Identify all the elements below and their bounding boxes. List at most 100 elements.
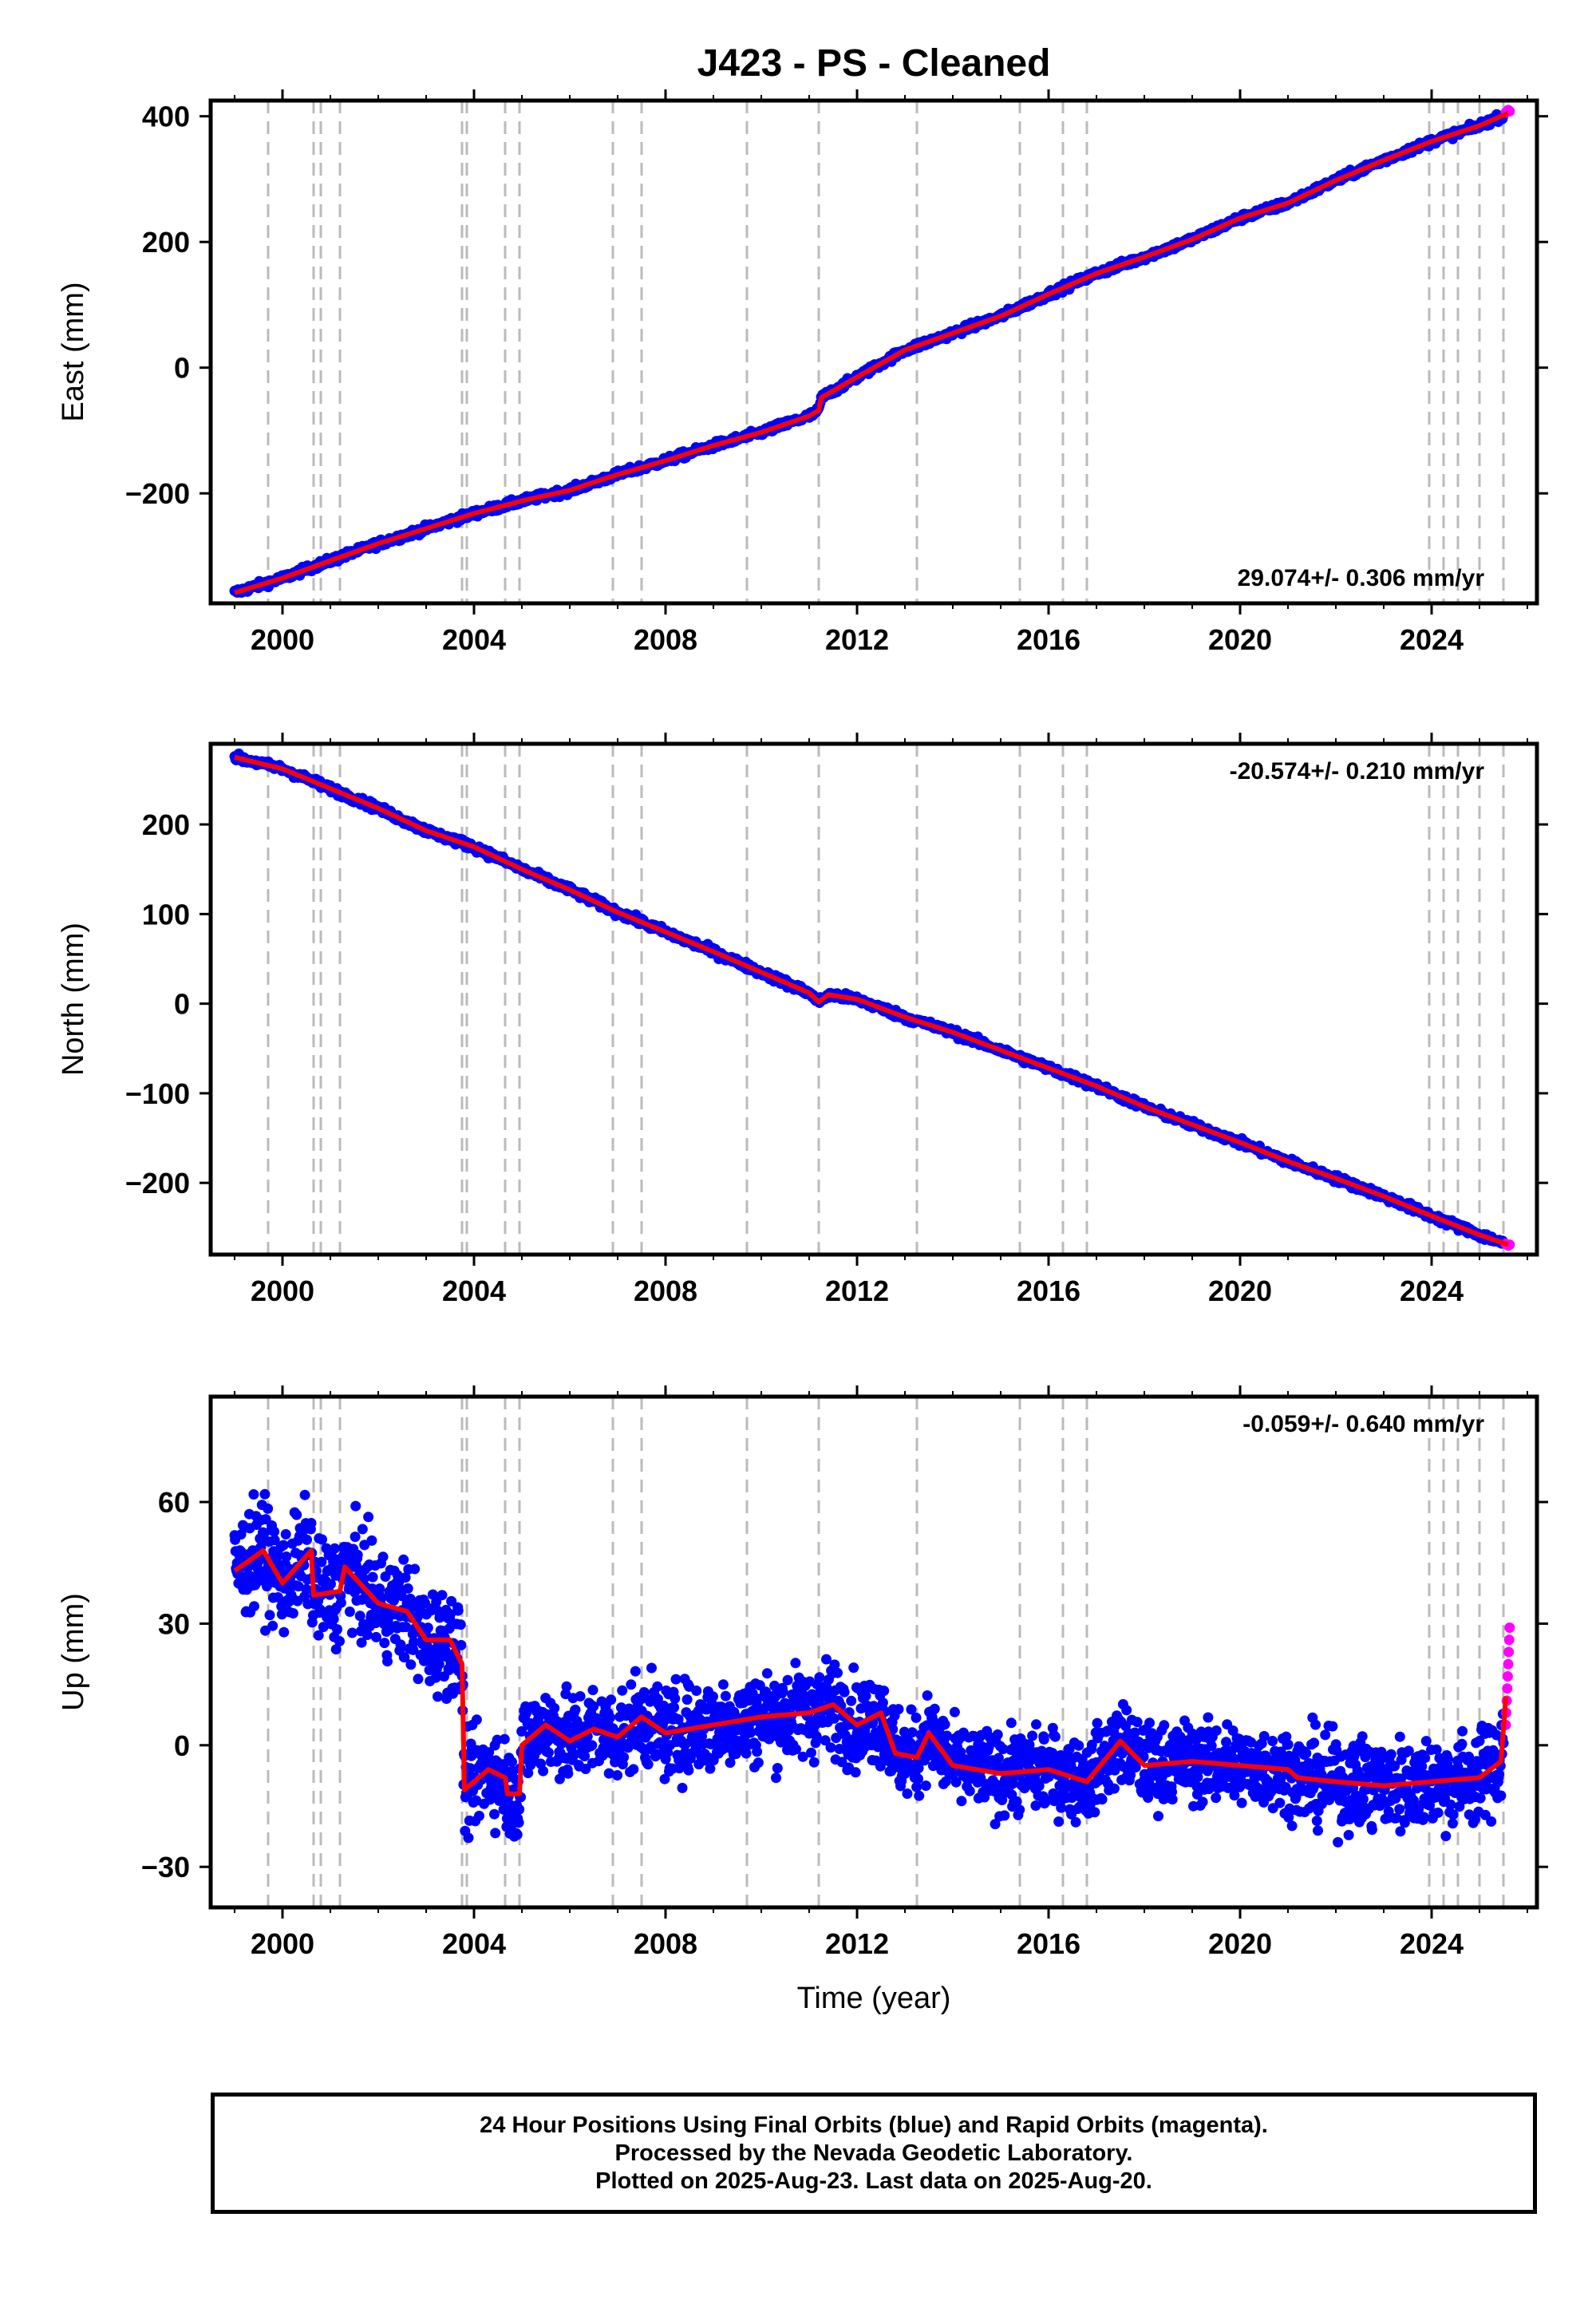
up-final-point [814, 1672, 825, 1683]
north-data-area [229, 744, 1515, 1255]
up-final-point [302, 1534, 312, 1545]
up-final-point [563, 1768, 574, 1779]
up-final-point [402, 1583, 413, 1594]
east-x-tick-label: 2012 [825, 623, 889, 656]
up-final-point [379, 1638, 390, 1649]
up-final-point [879, 1686, 890, 1697]
up-final-point [940, 1776, 951, 1787]
up-final-point [490, 1828, 501, 1839]
east-model-line [234, 111, 1510, 595]
up-final-point [911, 1712, 922, 1723]
up-final-point [990, 1819, 1001, 1830]
up-final-point [350, 1531, 361, 1543]
up-final-point [782, 1674, 793, 1686]
up-final-point [829, 1659, 840, 1670]
up-final-point [488, 1788, 499, 1800]
north-x-tick-label: 2008 [634, 1275, 697, 1307]
up-final-point [516, 1726, 527, 1737]
up-final-point [363, 1512, 374, 1523]
up-final-point [354, 1611, 365, 1622]
north-x-tick-label: 2024 [1400, 1275, 1464, 1307]
up-final-point [877, 1697, 888, 1708]
up-final-point [1033, 1780, 1045, 1792]
up-final-point [346, 1627, 358, 1638]
up-final-point [603, 1768, 614, 1779]
up-final-point [1005, 1717, 1017, 1729]
up-final-point [249, 1601, 259, 1612]
up-final-point [993, 1753, 1004, 1764]
up-final-point [628, 1764, 639, 1775]
up-final-point [396, 1591, 407, 1602]
up-final-point [344, 1607, 355, 1617]
up-final-point [1070, 1816, 1081, 1828]
east-x-tick-label: 2016 [1017, 623, 1080, 656]
up-final-point [444, 1609, 456, 1619]
up-final-point [409, 1563, 421, 1575]
east-data-area [229, 101, 1515, 603]
east-x-tick-label: 2020 [1208, 623, 1272, 656]
east-y-tick-label: 200 [142, 226, 190, 259]
up-final-point [455, 1619, 466, 1630]
up-final-point [367, 1571, 378, 1583]
up-final-point [929, 1703, 940, 1714]
up-final-point [791, 1744, 801, 1755]
up-final-point [832, 1667, 843, 1678]
up-final-point [357, 1524, 368, 1535]
up-final-point [820, 1735, 831, 1746]
up-final-point [1014, 1804, 1025, 1816]
up-final-point [745, 1727, 757, 1738]
up-final-point [979, 1792, 990, 1803]
up-final-point [263, 1503, 274, 1514]
up-final-point [538, 1765, 549, 1777]
up-final-point [913, 1763, 924, 1773]
east-plot-frame [208, 98, 1539, 606]
up-final-point [677, 1782, 688, 1793]
up-final-point [839, 1686, 850, 1697]
up-final-point [652, 1681, 663, 1692]
up-final-point [893, 1704, 904, 1715]
up-final-point [642, 1759, 654, 1770]
up-final-point [399, 1652, 410, 1663]
up-final-point [278, 1539, 289, 1551]
up-final-point [398, 1554, 409, 1565]
up-final-point [790, 1658, 801, 1669]
up-final-point [248, 1489, 259, 1500]
up-final-point [658, 1700, 670, 1711]
up-final-point [806, 1747, 816, 1758]
up-final-point [605, 1712, 615, 1723]
up-final-point [1031, 1719, 1041, 1730]
up-final-point [484, 1747, 495, 1758]
up-final-point [261, 1581, 272, 1592]
up-final-point [264, 1610, 275, 1621]
up-final-point [374, 1583, 385, 1595]
up-final-point [489, 1808, 500, 1820]
up-final-point [579, 1751, 591, 1761]
up-final-point [358, 1573, 369, 1584]
up-final-point [659, 1773, 670, 1784]
up-final-point [761, 1668, 772, 1679]
up-final-point [825, 1742, 836, 1753]
up-final-point [670, 1693, 681, 1704]
up-final-point [1030, 1800, 1041, 1811]
east-y-axis-label: East (mm) [57, 282, 90, 421]
up-final-point [646, 1662, 657, 1674]
up-final-point [513, 1817, 524, 1828]
up-final-point [808, 1757, 820, 1768]
up-final-point [964, 1785, 975, 1796]
up-final-point [269, 1526, 280, 1537]
up-final-point [588, 1701, 599, 1712]
up-final-point [907, 1727, 918, 1738]
up-final-point [330, 1644, 342, 1655]
up-final-point [828, 1713, 839, 1724]
up-final-point [955, 1747, 966, 1757]
up-final-point [456, 1639, 467, 1650]
up-final-point [507, 1757, 517, 1768]
up-final-point [570, 1704, 581, 1715]
east-x-tick-label: 2004 [442, 623, 506, 656]
up-final-point [777, 1686, 788, 1697]
up-final-point [1011, 1796, 1022, 1807]
up-final-point [587, 1685, 598, 1696]
up-final-point [691, 1686, 702, 1696]
up-final-point [911, 1781, 922, 1792]
